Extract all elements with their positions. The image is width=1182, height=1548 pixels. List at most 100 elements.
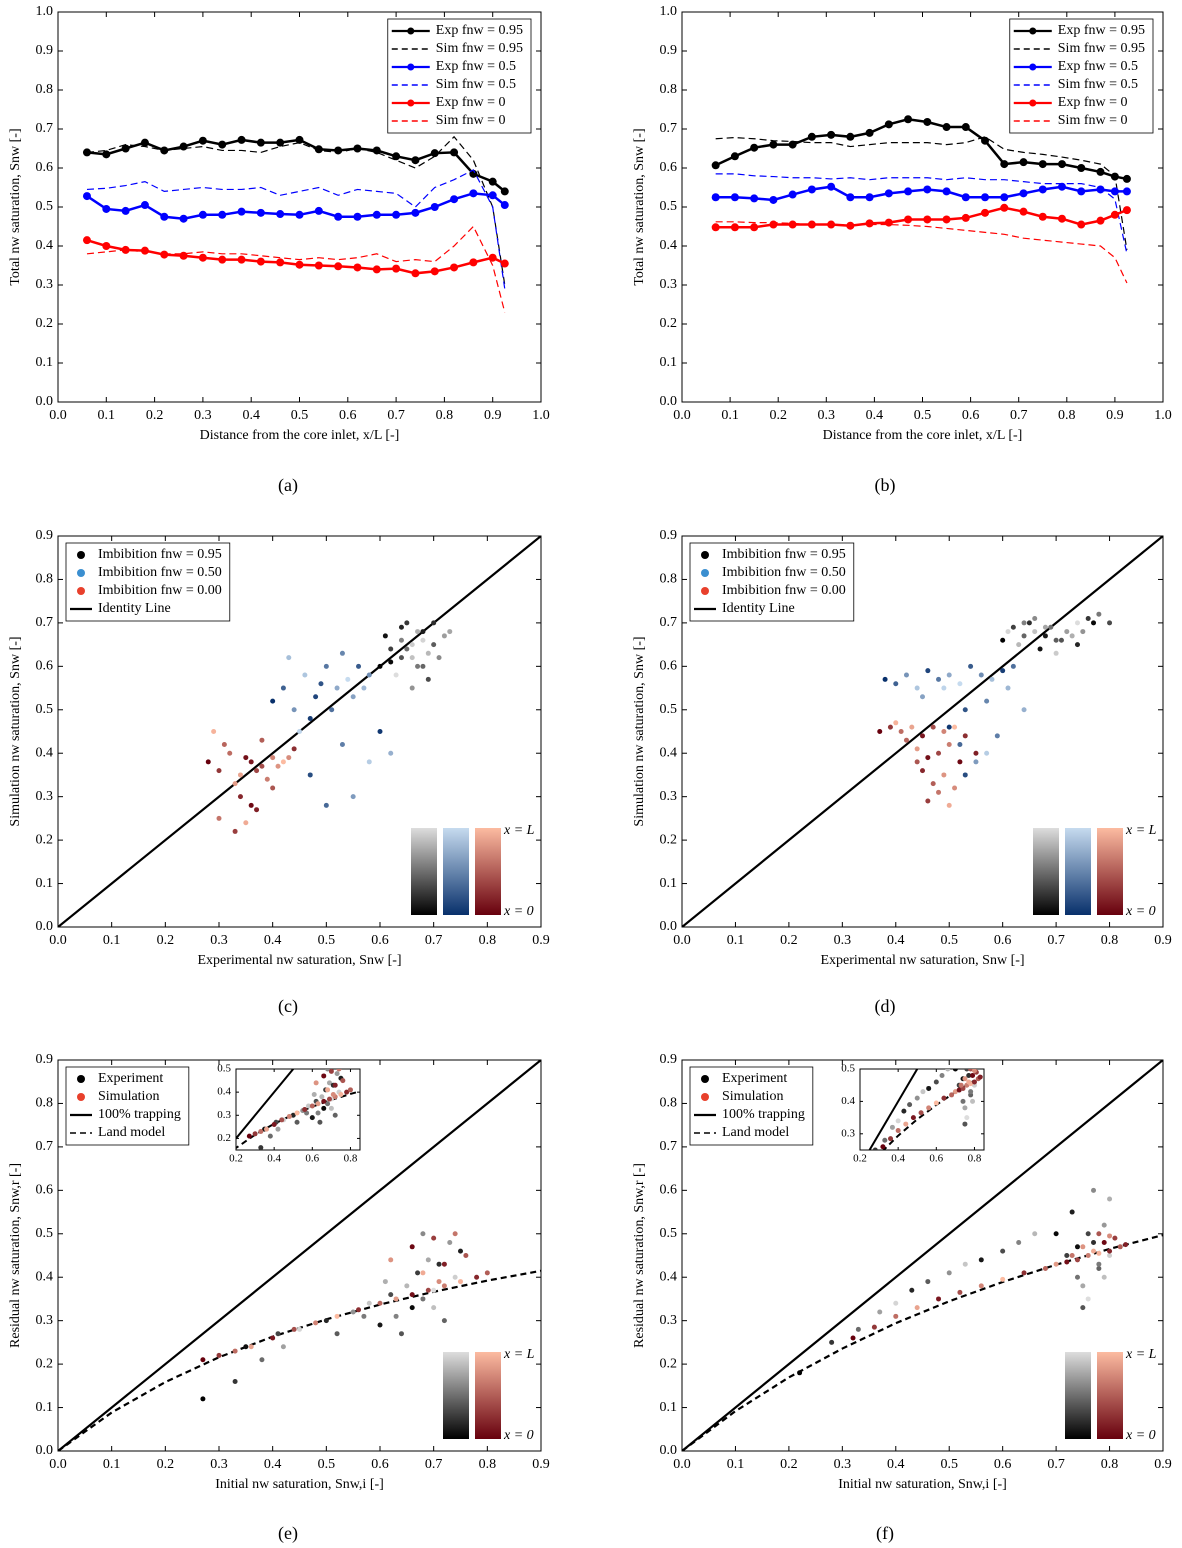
scatter-point (1016, 1239, 1022, 1245)
scatter-point (936, 789, 942, 795)
scatter-point (313, 694, 319, 700)
legend-symbol (77, 1093, 85, 1101)
scatter-point (382, 633, 388, 639)
colorbar-label: x = L (503, 823, 535, 838)
y-tick-label: 0.2 (660, 316, 678, 331)
y-tick-label: 0.5 (36, 1226, 54, 1241)
series-marker (488, 191, 497, 200)
scatter-point (887, 724, 893, 730)
colorbar (1033, 828, 1059, 915)
x-tick-label: 0.8 (344, 1153, 358, 1165)
scatter-point (978, 672, 984, 678)
x-tick-label: 0.0 (673, 408, 691, 423)
legend-symbol (407, 63, 415, 71)
scatter-point (319, 1094, 325, 1100)
series-marker (1077, 187, 1086, 196)
scatter-point (918, 1110, 924, 1116)
scatter-point (956, 1087, 962, 1093)
panel-caption: (a) (278, 475, 298, 496)
series-marker (411, 156, 420, 165)
scatter-point (960, 1098, 966, 1104)
scatter-point (420, 629, 426, 635)
scatter-point (232, 828, 238, 834)
y-tick-label: 0.8 (660, 572, 678, 587)
scatter-point (1101, 1239, 1107, 1245)
scatter-point (1042, 624, 1048, 630)
scatter-point (458, 1279, 463, 1285)
scatter-point (315, 1101, 321, 1107)
series-marker (469, 189, 478, 198)
series-marker (1096, 185, 1105, 194)
legend-label: Imbibition fnw = 0.50 (722, 565, 846, 580)
scatter-point (888, 1136, 894, 1142)
series-marker (1057, 160, 1066, 169)
y-tick-label: 0.6 (660, 659, 678, 674)
scatter-point (871, 1324, 877, 1330)
scatter-point (895, 1118, 901, 1124)
scatter-point (271, 1122, 277, 1128)
scatter-point (286, 1113, 292, 1119)
scatter-point (334, 685, 340, 691)
x-tick-label: 0.9 (1106, 408, 1124, 423)
scatter-point (925, 755, 931, 761)
scatter-point (243, 1344, 249, 1350)
scatter-point (920, 694, 925, 700)
scatter-point (291, 707, 297, 713)
scatter-point (347, 1087, 353, 1093)
scatter-point (966, 1034, 971, 1039)
scatter-point (952, 1069, 958, 1072)
scatter-point (366, 672, 372, 678)
x-tick-label: 0.6 (994, 933, 1012, 948)
scatter-point (339, 742, 345, 748)
scatter-point (258, 1128, 264, 1134)
series-marker (750, 194, 759, 203)
y-tick-label: 0.6 (660, 160, 678, 175)
plot-area (82, 135, 509, 313)
legend: Imbibition fnw = 0.95 Imbibition fnw = 0.… (65, 542, 231, 622)
scatter-point (382, 1279, 388, 1285)
x-axis-label: Initial nw saturation, Snw,i [-] (215, 1477, 384, 1492)
scatter-point (893, 1313, 899, 1319)
x-tick-label: 0.7 (425, 933, 443, 948)
scatter-point (1064, 629, 1070, 635)
scatter-point (1085, 1253, 1091, 1258)
y-tick-label: 0.5 (217, 1063, 231, 1075)
scatter-point (914, 1095, 920, 1101)
scatter-point (882, 676, 888, 682)
scatter-point (291, 1326, 297, 1332)
scatter-point (307, 772, 313, 778)
series-marker (372, 210, 381, 219)
scatter-point (978, 1257, 984, 1263)
scatter-point (1080, 629, 1086, 635)
legend-label: Sim fnw = 0 (436, 113, 506, 128)
y-tick-label: 0.5 (36, 199, 54, 214)
scatter-point (889, 1124, 895, 1130)
scatter-point (294, 1119, 300, 1125)
series-marker (1122, 174, 1131, 183)
reference-line (682, 536, 1163, 927)
series-marker (276, 138, 285, 147)
scatter-point (972, 1041, 977, 1046)
series-marker (198, 253, 207, 262)
series-marker (334, 262, 343, 271)
scatter-point (933, 1079, 939, 1085)
x-tick-label: 1.0 (532, 408, 550, 423)
y-tick-label: 0.9 (660, 43, 678, 58)
scatter-point (247, 1154, 252, 1159)
scatter-point (1021, 1270, 1027, 1276)
series-line (715, 173, 1128, 254)
x-tick-label: 0.5 (318, 1457, 336, 1472)
scatter-point (334, 1331, 340, 1337)
scatter-point (964, 1069, 970, 1072)
y-axis-label: Total nw saturation, Snw [-] (8, 128, 23, 285)
legend-box (65, 542, 231, 622)
scatter-point (977, 1074, 983, 1080)
y-tick-label: 0.2 (217, 1132, 231, 1144)
series-marker (1077, 164, 1086, 172)
series-marker (1038, 212, 1047, 221)
x-tick-label: 0.6 (339, 408, 357, 423)
y-tick-label: 0.8 (660, 1096, 678, 1111)
y-tick-label: 0.9 (660, 1052, 678, 1067)
x-tick-label: 0.0 (49, 408, 67, 423)
scatter-point (252, 1131, 258, 1137)
